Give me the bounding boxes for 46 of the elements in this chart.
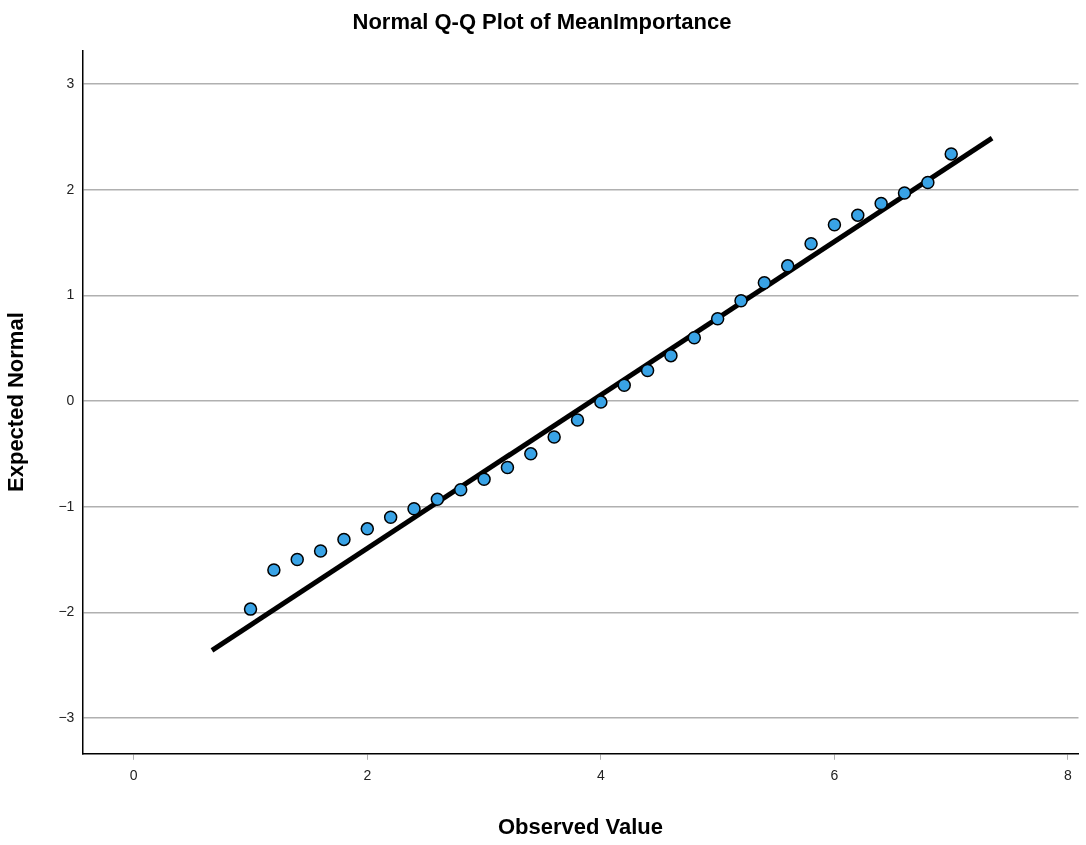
point [710, 311, 725, 326]
point [360, 522, 375, 536]
y-tick-label: −1 [58, 497, 75, 514]
point [570, 413, 585, 427]
y-tick-label: −3 [58, 708, 75, 725]
point [687, 330, 702, 345]
point [243, 602, 258, 616]
point [780, 259, 795, 273]
point [594, 395, 608, 409]
point [921, 175, 935, 190]
y-tick-label: 2 [66, 180, 75, 197]
point [664, 348, 678, 363]
y-tick-label: 3 [66, 75, 75, 92]
x-tick-label: 2 [363, 767, 372, 784]
x-tick-label: 0 [129, 767, 138, 784]
y-axis-title: Expected Normal [3, 312, 29, 492]
point [337, 532, 351, 547]
point [267, 563, 281, 577]
point [524, 447, 538, 461]
x-tick-label: 6 [830, 767, 839, 784]
y-tick-label: 0 [66, 391, 75, 408]
point [804, 236, 818, 251]
point [897, 186, 912, 200]
x-axis-title: Observed Value [497, 813, 663, 839]
point [734, 293, 748, 308]
point [453, 483, 468, 497]
point [500, 460, 515, 475]
x-tick-label: 4 [596, 767, 605, 784]
point [477, 472, 491, 486]
point [851, 208, 865, 222]
point [827, 217, 842, 232]
y-tick-label: 1 [66, 286, 75, 303]
point [617, 378, 631, 392]
point [944, 147, 958, 161]
point [547, 430, 561, 444]
x-tick-label: 8 [1064, 767, 1073, 784]
y-tick-label: −2 [58, 603, 75, 620]
point [313, 544, 328, 558]
point [757, 276, 772, 290]
point [640, 363, 655, 378]
point [407, 502, 421, 516]
point [874, 196, 888, 211]
point [290, 552, 304, 567]
point [430, 492, 445, 507]
chart-title: Normal Q-Q Plot of MeanImportance [352, 9, 732, 35]
point [383, 510, 398, 524]
